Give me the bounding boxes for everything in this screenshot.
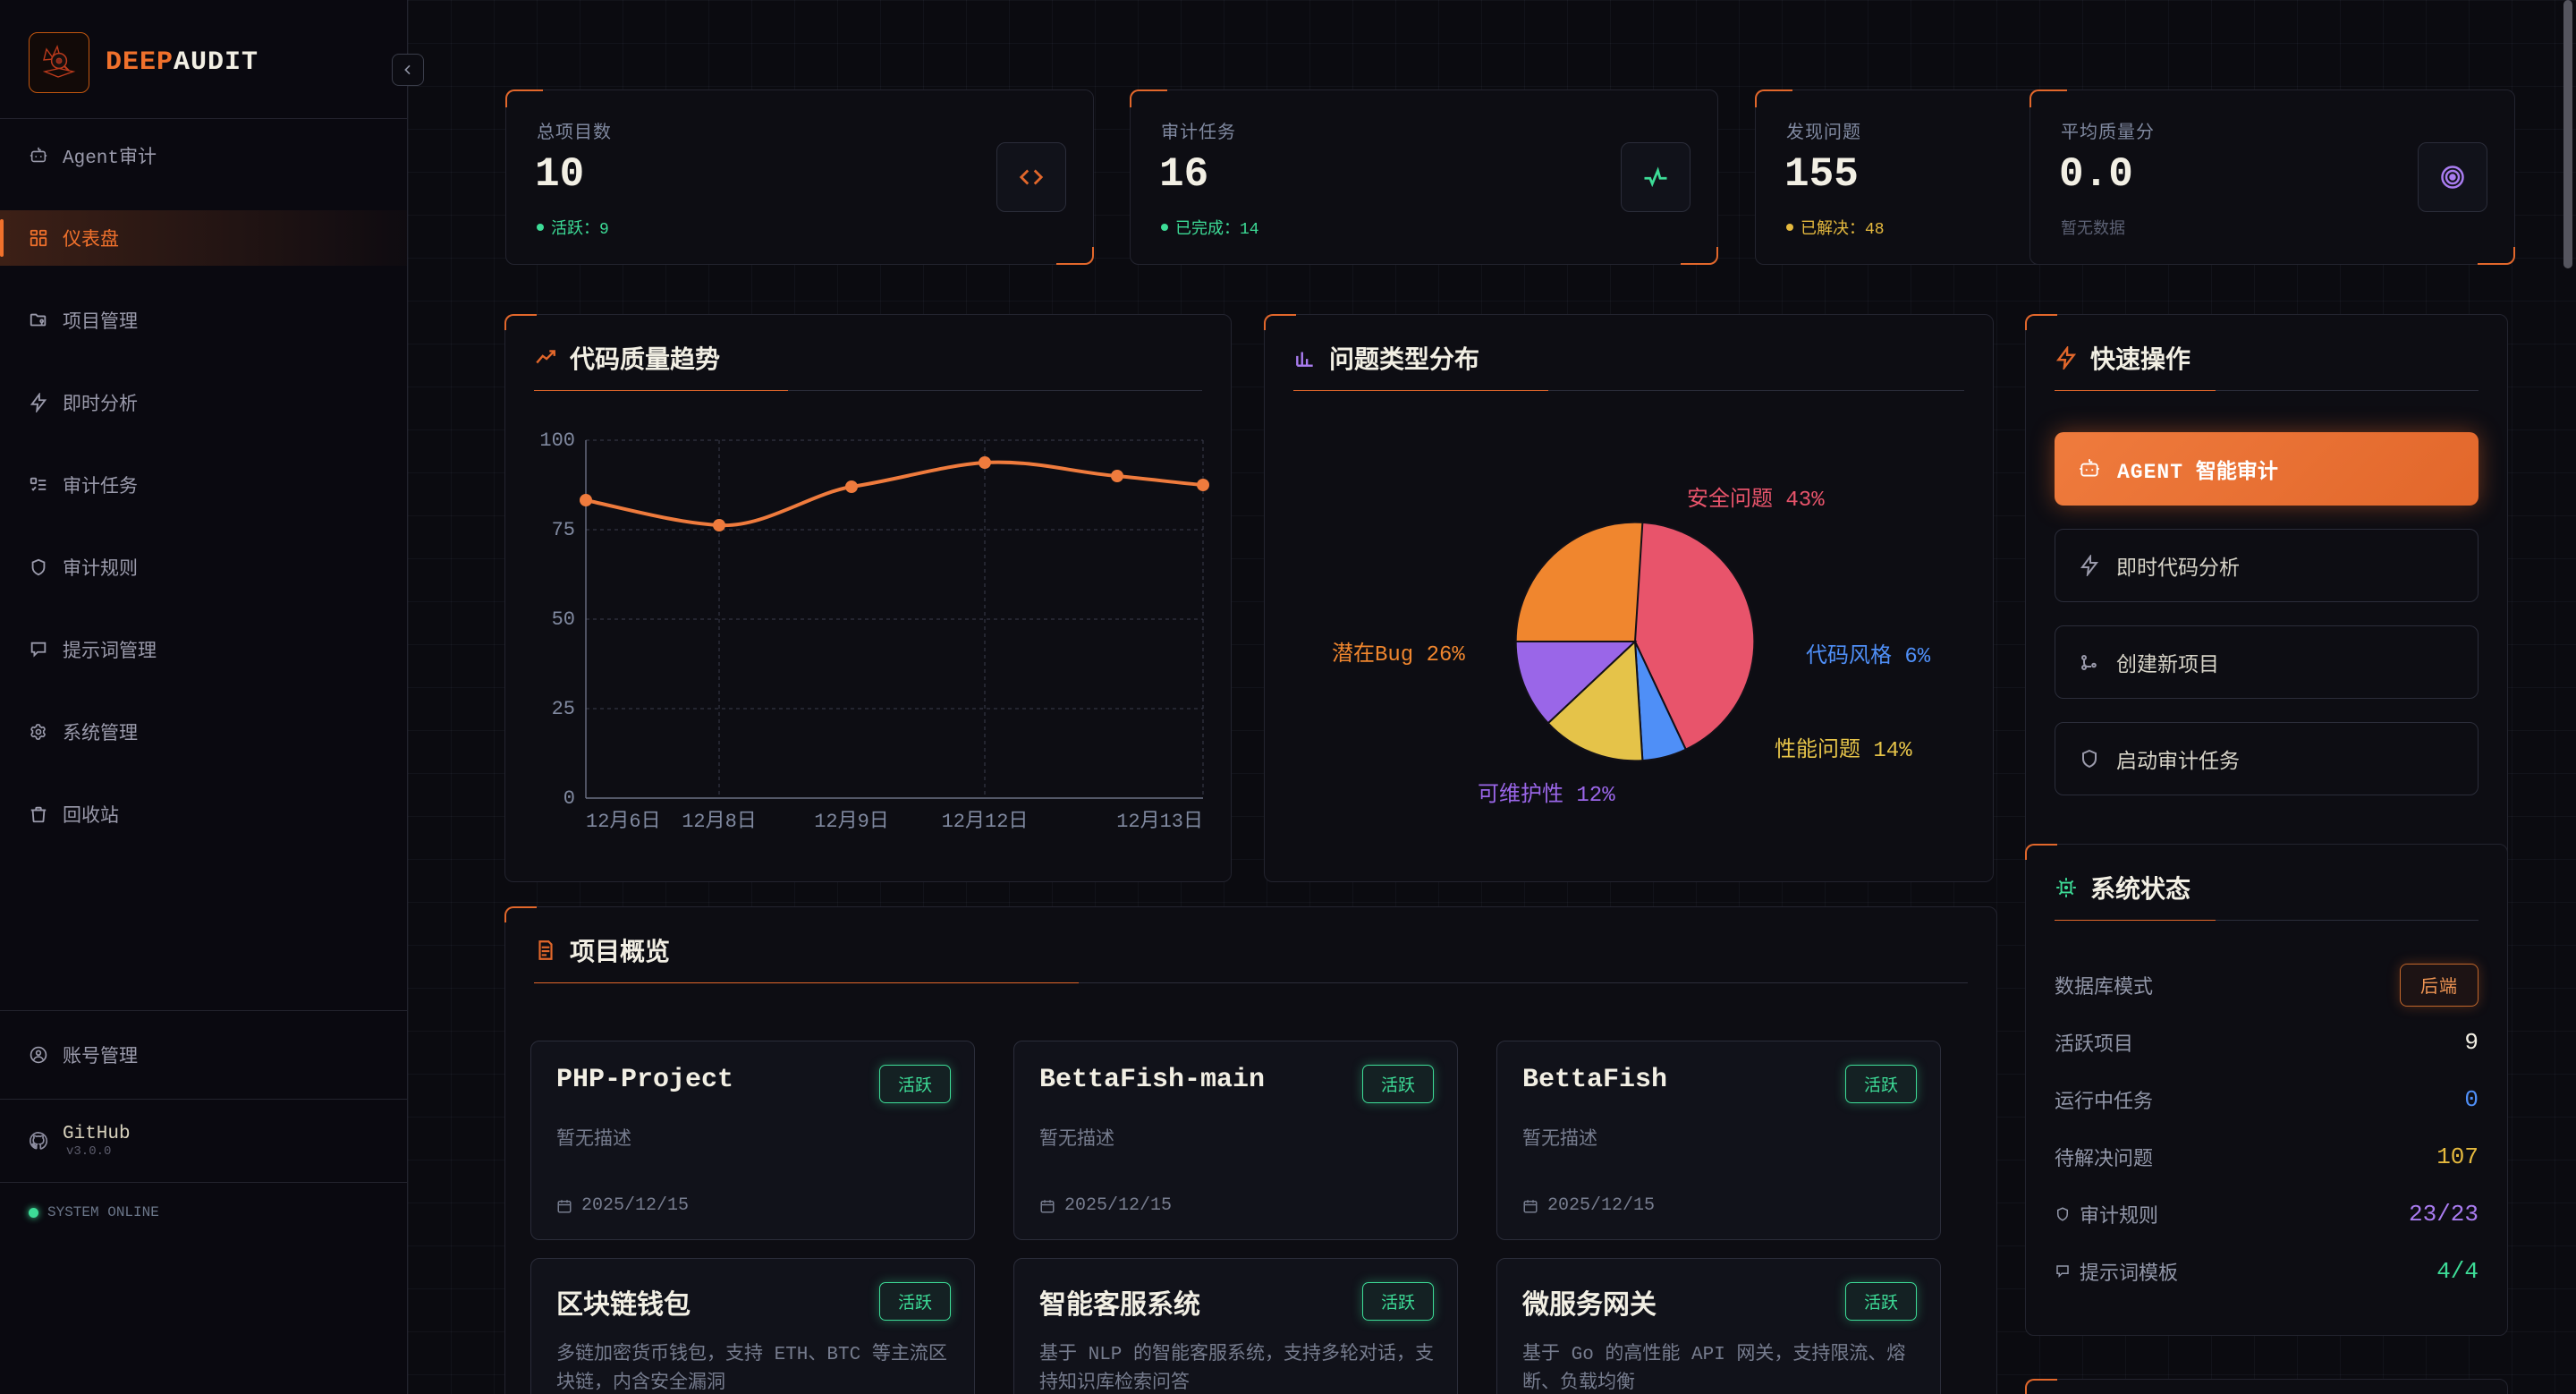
- svg-text:25: 25: [552, 698, 575, 720]
- svg-text:12月12日: 12月12日: [942, 811, 1029, 833]
- svg-text:12月13日: 12月13日: [1116, 811, 1203, 833]
- svg-text:12月6日: 12月6日: [586, 811, 661, 833]
- svg-text:50: 50: [552, 608, 575, 631]
- svg-text:75: 75: [552, 519, 575, 541]
- svg-text:100: 100: [539, 429, 575, 452]
- svg-text:12月8日: 12月8日: [682, 811, 757, 833]
- svg-text:12月9日: 12月9日: [814, 811, 889, 833]
- svg-text:0: 0: [564, 787, 575, 810]
